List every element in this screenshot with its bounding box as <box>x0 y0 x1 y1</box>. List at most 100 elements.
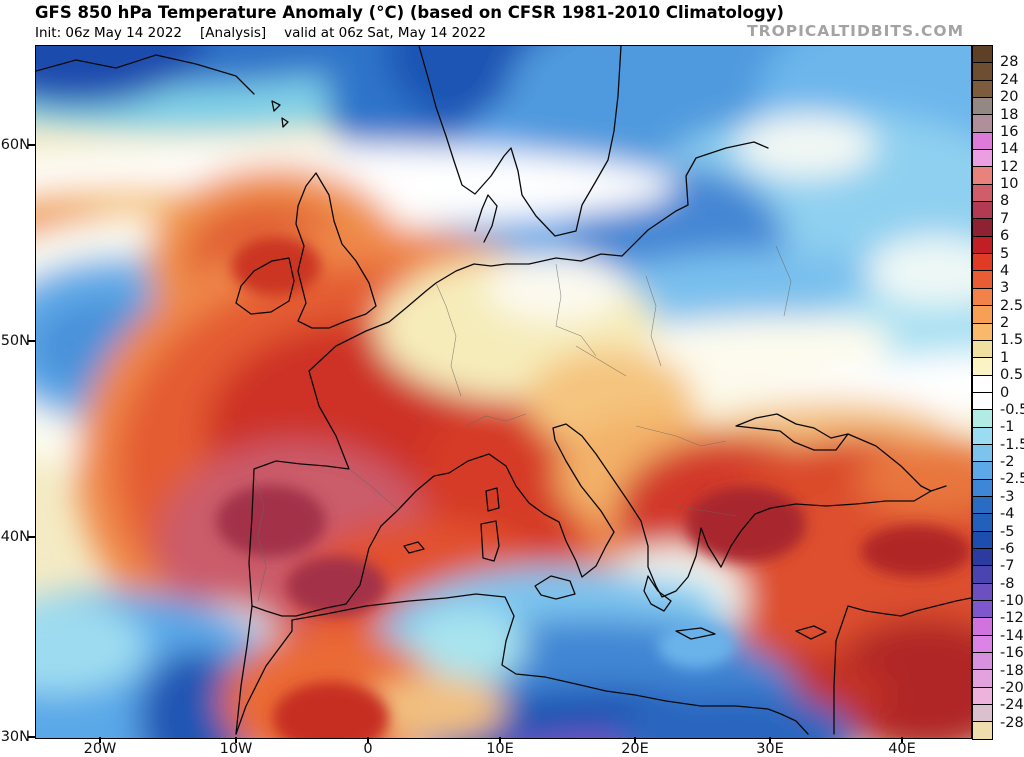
lon-tick <box>634 737 636 743</box>
lat-tick <box>28 736 35 738</box>
colorbar-segment <box>973 704 992 722</box>
colorbar-tick-label: -3 <box>1000 488 1015 505</box>
init-time: Init: 06z May 14 2022 <box>35 25 183 41</box>
colorbar-segment <box>973 287 992 306</box>
colorbar-segment <box>973 322 992 340</box>
temperature-anomaly-field <box>36 46 971 738</box>
colorbar-tick-label: -16 <box>1000 645 1024 662</box>
colorbar-segment <box>973 443 992 462</box>
colorbar-segment <box>973 617 992 635</box>
lon-tick <box>99 737 101 743</box>
lon-tick <box>901 737 903 743</box>
lon-tick <box>367 737 369 743</box>
colorbar-tick-label: 5 <box>1000 245 1010 262</box>
lon-label: 30E <box>756 741 784 757</box>
colorbar-tick-label: 4 <box>1000 262 1010 279</box>
colorbar-segment <box>973 426 992 444</box>
colorbar-segment <box>973 478 992 496</box>
colorbar-tick-label: 6 <box>1000 228 1010 245</box>
colorbar-segment <box>973 218 992 236</box>
colorbar-tick-label: -24 <box>1000 697 1024 714</box>
colorbar-tick-label: 8 <box>1000 193 1010 210</box>
colorbar-segment <box>973 79 992 98</box>
temperature-scale-colorbar <box>972 45 993 740</box>
colorbar-segment <box>973 721 992 739</box>
colorbar-tick-label: 1.5 <box>1000 332 1024 349</box>
lon-label: 40E <box>888 741 916 757</box>
colorbar-tick-label: -4 <box>1000 506 1015 523</box>
colorbar-segment <box>973 166 992 184</box>
colorbar-segment <box>973 669 992 687</box>
colorbar-segment <box>973 114 992 132</box>
lat-label: 30N <box>0 729 30 745</box>
colorbar-tick-label: -8 <box>1000 575 1015 592</box>
colorbar-tick-label: -2.5 <box>1000 471 1024 488</box>
colorbar-tick-label: 28 <box>1000 54 1019 71</box>
lon-tick <box>235 737 237 743</box>
colorbar-segment <box>973 600 992 618</box>
map-subtitle: Init: 06z May 14 2022 [Analysis] valid at … <box>35 25 504 41</box>
lon-label: 0 <box>363 741 373 757</box>
colorbar-segment <box>973 461 992 479</box>
coastlines <box>36 46 971 735</box>
colorbar-segment <box>973 46 992 63</box>
colorbar-segment <box>973 686 992 705</box>
colorbar-segment <box>973 409 992 427</box>
colorbar-segment <box>973 305 992 323</box>
lon-label: 10W <box>219 741 253 757</box>
colorbar-tick-label: -10 <box>1000 593 1024 609</box>
colorbar-segment <box>973 374 992 392</box>
lat-tick <box>28 536 35 538</box>
anomaly-blobs-soft <box>36 46 971 738</box>
lat-label: 40N <box>0 529 30 545</box>
colorbar-tick-label: -18 <box>1000 662 1024 679</box>
colorbar-segment <box>973 634 992 653</box>
colorbar-segment <box>973 149 992 167</box>
colorbar-tick-label: -2 <box>1000 454 1015 470</box>
colorbar-segment <box>973 235 992 254</box>
colorbar-tick-label: 24 <box>1000 71 1019 88</box>
colorbar-segment <box>973 270 992 288</box>
colorbar-tick-label: 7 <box>1000 210 1010 227</box>
colorbar-tick-label: 18 <box>1000 106 1019 123</box>
lon-tick <box>499 737 501 743</box>
colorbar-tick-label: 10 <box>1000 176 1019 192</box>
colorbar-segment <box>973 201 992 219</box>
colorbar-segment <box>973 565 992 583</box>
colorbar-tick-label: 2.5 <box>1000 297 1024 314</box>
colorbar-segment <box>973 547 992 566</box>
colorbar-tick-label: 20 <box>1000 89 1019 106</box>
colorbar-segment <box>973 582 992 600</box>
colorbar-segment <box>973 339 992 358</box>
lat-label: 60N <box>0 137 30 153</box>
colorbar-tick-label: -28 <box>1000 714 1024 731</box>
lat-label: 50N <box>0 333 30 349</box>
colorbar-segment <box>973 97 992 115</box>
colorbar-tick-label: -14 <box>1000 627 1024 644</box>
analysis-tag: [Analysis] <box>200 25 267 41</box>
colorbar-tick-label: -6 <box>1000 540 1015 557</box>
colorbar-tick-label: 16 <box>1000 123 1019 140</box>
colorbar-segment <box>973 495 992 514</box>
lat-tick <box>28 144 35 146</box>
colorbar-tick-label: -12 <box>1000 610 1024 627</box>
colorbar-tick-label: 3 <box>1000 280 1010 297</box>
map-title: GFS 850 hPa Temperature Anomaly (°C) (ba… <box>35 3 784 22</box>
lon-label: 20W <box>83 741 117 757</box>
colorbar-tick-label: 12 <box>1000 158 1019 175</box>
lon-tick <box>769 737 771 743</box>
tropicaltidbits-watermark: TROPICALTIDBITS.COM <box>747 22 964 40</box>
colorbar-segment <box>973 131 992 150</box>
colorbar-tick-label: -5 <box>1000 523 1015 540</box>
colorbar-segment <box>973 253 992 271</box>
lon-label: 20E <box>621 741 649 757</box>
colorbar-segment <box>973 391 992 410</box>
colorbar-segment <box>973 513 992 531</box>
colorbar-tick-label: -1.5 <box>1000 436 1024 453</box>
colorbar-segment <box>973 183 992 202</box>
colorbar-segment <box>973 357 992 375</box>
valid-time: valid at 06z Sat, May 14 2022 <box>284 25 486 41</box>
country-borders <box>254 245 792 602</box>
colorbar-tick-label: 0.5 <box>1000 367 1024 384</box>
